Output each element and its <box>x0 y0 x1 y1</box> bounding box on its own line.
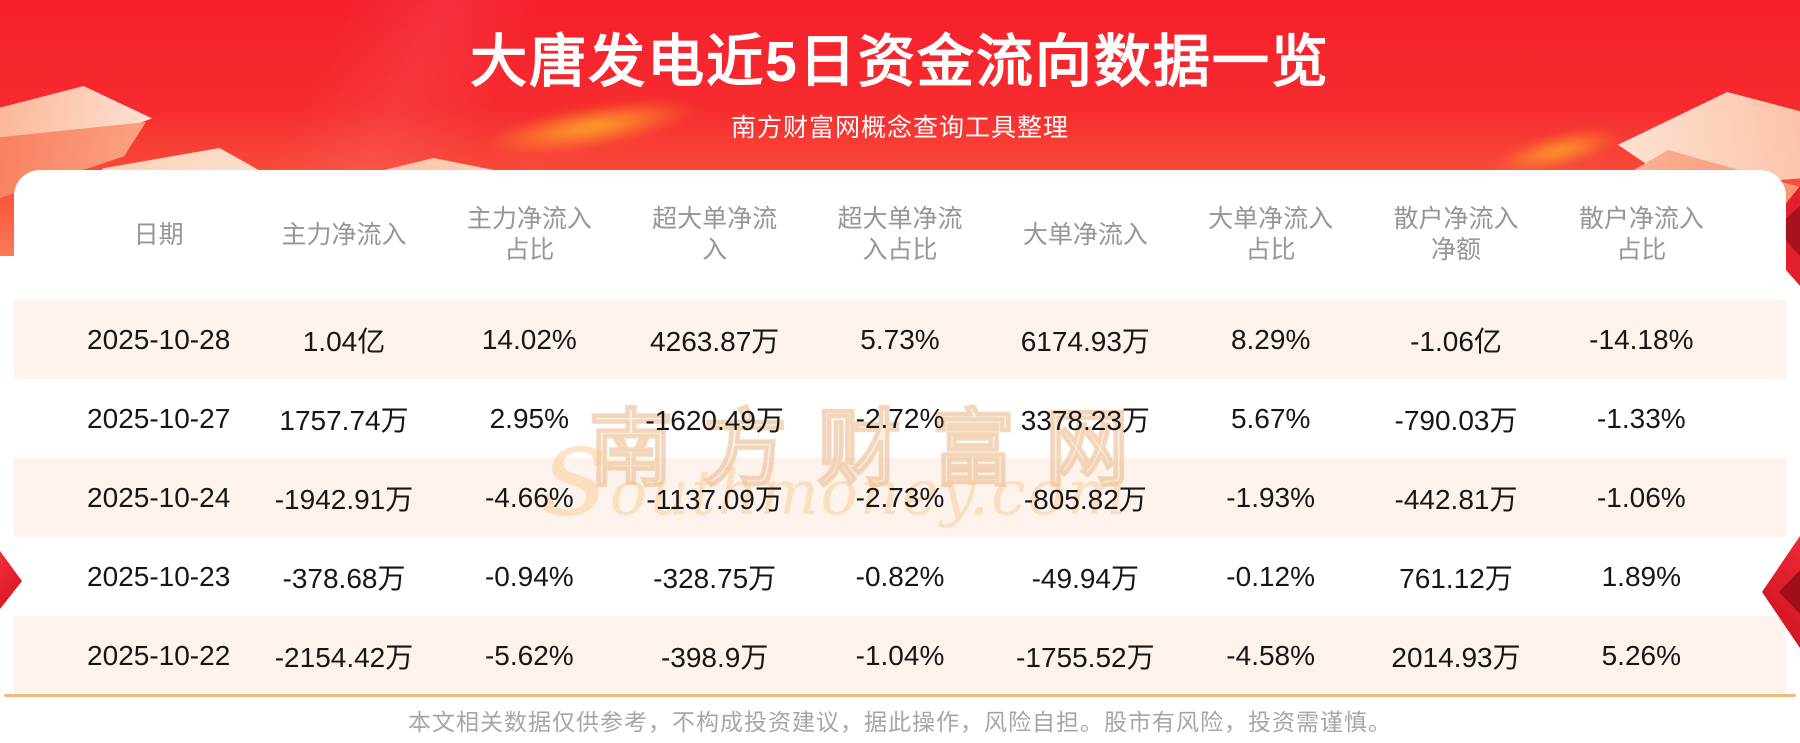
row-stripe <box>14 300 1786 379</box>
cell-value: 4263.87万 <box>650 325 780 357</box>
cell-value: 1.04亿 <box>302 325 386 357</box>
cell-value: -1620.49万 <box>645 404 784 436</box>
cell-value: -1.04% <box>855 639 945 671</box>
row-stripes <box>14 300 1786 695</box>
cell-value: -1137.09万 <box>646 483 783 515</box>
cell-date: 2025-10-28 <box>87 323 231 355</box>
cell-value: -378.68万 <box>282 562 406 594</box>
row-stripe <box>14 458 1786 537</box>
cell-value: -805.82万 <box>1023 483 1147 515</box>
cell-value: -4.66% <box>484 481 574 513</box>
cell-date: 2025-10-27 <box>87 402 231 434</box>
header-cell-date: 日期 <box>133 220 184 249</box>
cell-value: -1.93% <box>1226 481 1316 513</box>
cell-value: -1.33% <box>1596 402 1686 434</box>
cell-value: -2154.42万 <box>274 641 414 673</box>
cell-date: 2025-10-24 <box>87 481 231 513</box>
cell-value: 8.29% <box>1230 323 1311 355</box>
cell-value: -0.12% <box>1226 560 1316 592</box>
cell-value: -0.82% <box>855 560 945 592</box>
cell-value: 1757.74万 <box>279 404 409 436</box>
cell-value: -1.06亿 <box>1410 325 1502 357</box>
table-row: 2025-10-22 -2154.42万 -5.62% -398.9万 -1.0… <box>14 616 1786 695</box>
cell-value: 2.95% <box>489 402 570 434</box>
cell-value: 5.73% <box>860 323 940 355</box>
cell-value: -4.58% <box>1226 639 1316 671</box>
cell-value: -1.06% <box>1596 481 1686 513</box>
cell-value: -2.73% <box>855 481 945 513</box>
cell-value: -328.75万 <box>653 562 777 594</box>
cell-value: 5.67% <box>1230 402 1311 434</box>
cell-value: 3378.23万 <box>1020 404 1150 436</box>
header-cell-main-inflow-pct: 主力净流入 占比 <box>466 205 592 264</box>
cell-value: 5.26% <box>1601 639 1682 671</box>
header-cell-retail-inflow: 散户净流入 净额 <box>1393 205 1519 264</box>
cell-date: 2025-10-22 <box>87 639 231 671</box>
cell-value: -14.18% <box>1589 323 1694 355</box>
header-cell-large-order-inflow-pct: 大单净流入 占比 <box>1208 205 1334 264</box>
capital-flow-table: 日期 主力净流入 主力净流入 占比 超大单净流 入 超大单净流 入占比 大单净流… <box>14 170 1786 695</box>
header-cell-xl-order-inflow: 超大单净流 入 <box>652 205 778 264</box>
cell-value: -0.94% <box>484 560 574 592</box>
cell-value: -790.03万 <box>1394 404 1518 436</box>
cell-value: -1755.52万 <box>1016 641 1155 673</box>
page-subtitle: 南方财富网概念查询工具整理 <box>730 114 1069 142</box>
cell-value: 2014.93万 <box>1391 641 1521 673</box>
header-cell-xl-order-inflow-pct: 超大单净流 入占比 <box>837 205 963 264</box>
cell-value: 1.89% <box>1601 560 1682 592</box>
header-cell-large-order-inflow: 大单净流入 <box>1022 220 1148 249</box>
cell-value: -49.94万 <box>1031 562 1140 594</box>
cell-value: 6174.93万 <box>1020 325 1150 357</box>
disclaimer-text: 本文相关数据仅供参考，不构成投资建议，据此操作，风险自担。股市有风险，投资需谨慎… <box>408 709 1392 735</box>
table-row: 2025-10-24 -1942.91万 -4.66% -1137.09万 -2… <box>14 458 1786 537</box>
header-cell-main-inflow: 主力净流入 <box>281 220 407 249</box>
cell-value: 14.02% <box>481 323 577 355</box>
cell-value: -442.81万 <box>1394 483 1518 515</box>
bottom-divider-line <box>4 694 1796 697</box>
table-row: 2025-10-23 -378.68万 -0.94% -328.75万 -0.8… <box>14 537 1786 616</box>
cell-value: 761.12万 <box>1399 562 1513 594</box>
table-row: 2025-10-28 1.04亿 14.02% 4263.87万 5.73% 6… <box>14 300 1786 379</box>
table-header-row: 日期 主力净流入 主力净流入 占比 超大单净流 入 超大单净流 入占比 大单净流… <box>14 170 1786 300</box>
cell-value: -1942.91万 <box>274 483 414 515</box>
cell-value: -2.72% <box>855 402 945 434</box>
cell-value: -5.62% <box>484 639 574 671</box>
page-title: 大唐发电近5日资金流向数据一览 <box>470 30 1330 94</box>
header-cell-retail-inflow-pct: 散户净流入 占比 <box>1578 205 1704 264</box>
table-row: 2025-10-27 1757.74万 2.95% -1620.49万 -2.7… <box>14 379 1786 458</box>
cell-value: -398.9万 <box>660 641 769 673</box>
cell-date: 2025-10-23 <box>87 560 231 592</box>
data-table-card: 南方财富网 southmoney.com 日期 主力净流入 主力净流入 占比 超… <box>14 170 1786 695</box>
row-stripe <box>14 616 1786 695</box>
